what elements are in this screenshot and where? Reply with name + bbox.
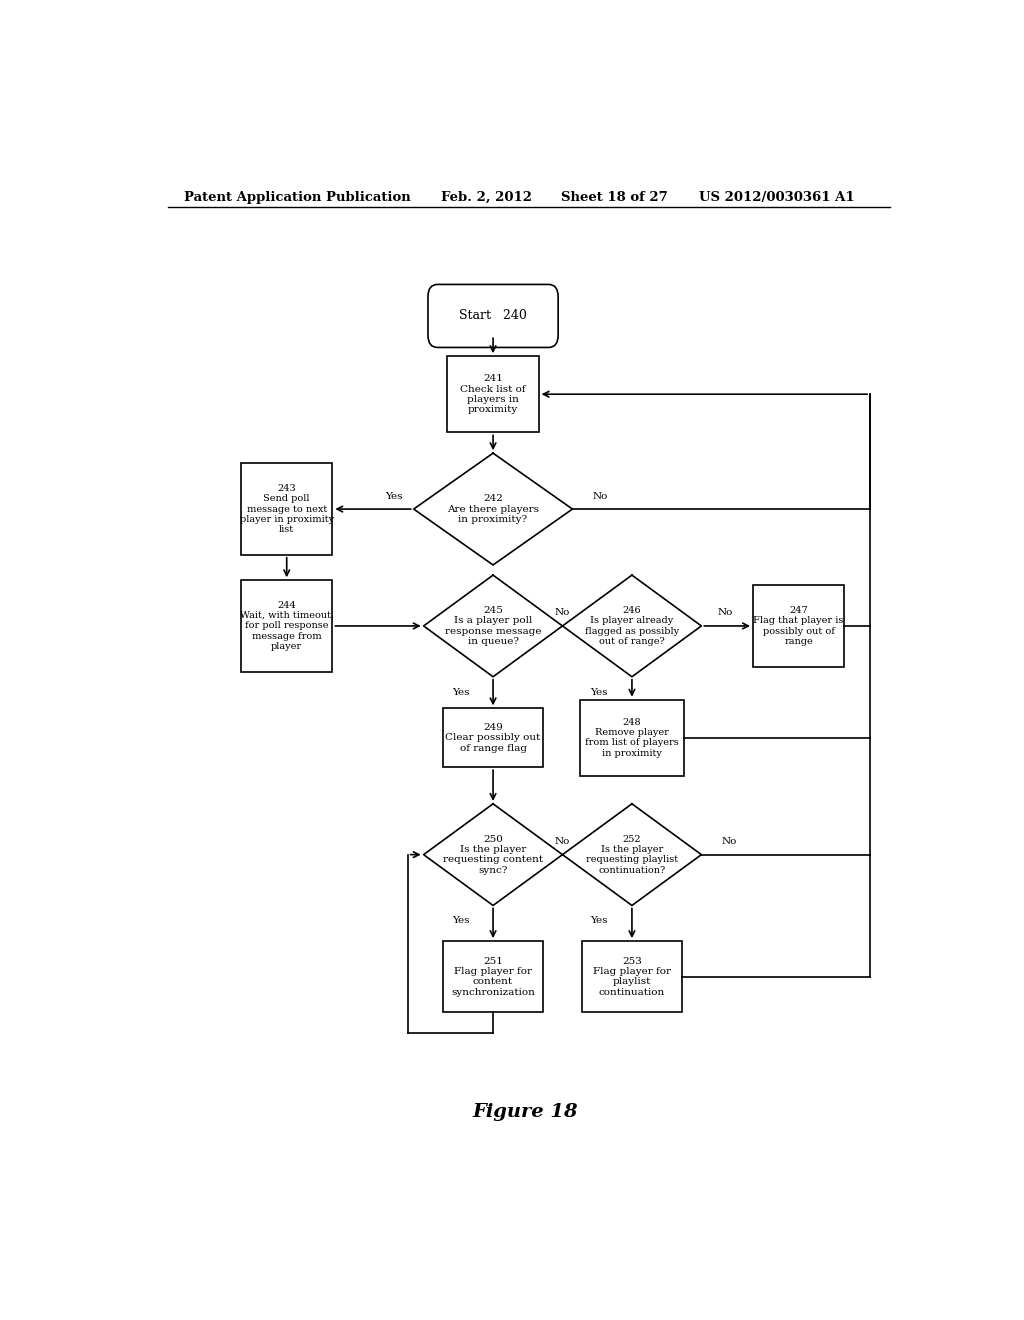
FancyBboxPatch shape	[241, 581, 333, 672]
FancyBboxPatch shape	[583, 941, 682, 1012]
FancyBboxPatch shape	[753, 585, 844, 667]
Text: 249
Clear possibly out
of range flag: 249 Clear possibly out of range flag	[445, 723, 541, 752]
Text: Figure 18: Figure 18	[472, 1102, 578, 1121]
Text: US 2012/0030361 A1: US 2012/0030361 A1	[699, 190, 855, 203]
Text: Yes: Yes	[591, 916, 608, 925]
Text: Yes: Yes	[385, 492, 402, 502]
Text: No: No	[555, 609, 570, 618]
Text: 250
Is the player
requesting content
sync?: 250 Is the player requesting content syn…	[443, 834, 543, 875]
Text: 241
Check list of
players in
proximity: 241 Check list of players in proximity	[460, 374, 526, 414]
Text: 253
Flag player for
playlist
continuation: 253 Flag player for playlist continuatio…	[593, 957, 671, 997]
Text: 251
Flag player for
content
synchronization: 251 Flag player for content synchronizat…	[452, 957, 535, 997]
Text: 243
Send poll
message to next
player in proximity
list: 243 Send poll message to next player in …	[240, 483, 334, 535]
Text: 245
Is a player poll
response message
in queue?: 245 Is a player poll response message in…	[444, 606, 542, 645]
Polygon shape	[562, 576, 701, 677]
Text: No: No	[555, 837, 570, 846]
Polygon shape	[414, 453, 572, 565]
FancyBboxPatch shape	[241, 463, 333, 554]
FancyBboxPatch shape	[443, 941, 543, 1012]
Text: 244
Wait, with timeout,
for poll response
message from
player: 244 Wait, with timeout, for poll respons…	[240, 601, 334, 651]
FancyBboxPatch shape	[447, 356, 539, 433]
FancyBboxPatch shape	[428, 284, 558, 347]
Text: Start   240: Start 240	[459, 309, 527, 322]
Text: No: No	[592, 492, 607, 502]
Text: Yes: Yes	[452, 688, 469, 697]
Text: No: No	[717, 609, 732, 618]
Text: 248
Remove player
from list of players
in proximity: 248 Remove player from list of players i…	[585, 718, 679, 758]
Polygon shape	[424, 576, 562, 677]
Text: 247
Flag that player is
possibly out of
range: 247 Flag that player is possibly out of …	[754, 606, 844, 645]
Text: 246
Is player already
flagged as possibly
out of range?: 246 Is player already flagged as possibl…	[585, 606, 679, 645]
Text: Yes: Yes	[591, 688, 608, 697]
Text: 242
Are there players
in proximity?: 242 Are there players in proximity?	[447, 494, 539, 524]
Text: Yes: Yes	[452, 916, 469, 925]
Text: Patent Application Publication: Patent Application Publication	[183, 190, 411, 203]
Text: Sheet 18 of 27: Sheet 18 of 27	[560, 190, 668, 203]
Polygon shape	[424, 804, 562, 906]
Text: No: No	[721, 837, 736, 846]
Polygon shape	[562, 804, 701, 906]
Text: 252
Is the player
requesting playlist
continuation?: 252 Is the player requesting playlist co…	[586, 834, 678, 875]
FancyBboxPatch shape	[581, 700, 684, 776]
FancyBboxPatch shape	[443, 709, 543, 767]
Text: Feb. 2, 2012: Feb. 2, 2012	[441, 190, 532, 203]
